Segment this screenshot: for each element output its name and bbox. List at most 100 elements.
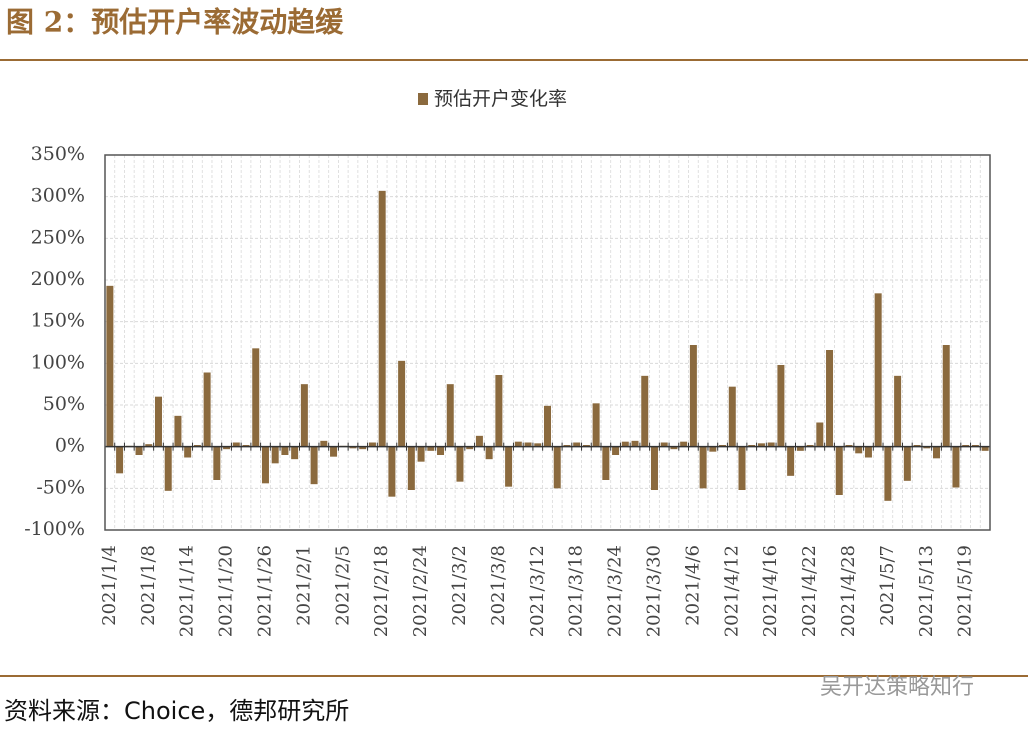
x-tick-label: 2021/4/22 — [799, 545, 820, 637]
x-tick-label: 2021/4/12 — [721, 545, 742, 637]
bar — [106, 285, 114, 447]
x-tick-label: 2021/1/14 — [177, 545, 198, 637]
y-tick-label: 300% — [31, 185, 85, 207]
bar — [261, 446, 269, 484]
y-tick-label: -100% — [24, 518, 85, 540]
bar — [300, 384, 308, 447]
bar — [407, 446, 415, 490]
bar — [475, 435, 483, 447]
bar — [232, 442, 240, 447]
figure-title: 图 2：预估开户率波动趋缓 — [6, 6, 344, 39]
bar — [378, 190, 386, 447]
bar — [670, 446, 678, 450]
y-tick-label: 150% — [31, 310, 85, 332]
bar — [164, 446, 172, 491]
bar — [757, 443, 765, 447]
bar — [709, 446, 717, 452]
y-tick-label: 100% — [31, 351, 85, 373]
x-tick-label: 2021/3/24 — [605, 545, 626, 637]
x-tick-label: 2021/5/19 — [955, 545, 976, 637]
x-tick-label: 2021/1/26 — [254, 545, 275, 637]
bar — [573, 442, 581, 447]
bar — [398, 360, 406, 447]
bar — [816, 422, 824, 447]
x-tick-label: 2021/3/30 — [643, 545, 664, 637]
x-tick-label: 2021/4/28 — [838, 545, 859, 637]
bar — [582, 445, 590, 447]
bar — [748, 445, 756, 447]
x-tick-label: 2021/1/20 — [216, 545, 237, 637]
y-tick-label: 250% — [31, 226, 85, 248]
bar — [281, 446, 289, 455]
bar — [641, 375, 649, 447]
bar — [466, 446, 474, 450]
bar — [903, 446, 911, 481]
bar — [660, 442, 668, 447]
x-tick-label: 2021/4/16 — [760, 545, 781, 637]
bar — [203, 372, 211, 447]
bar — [845, 445, 853, 447]
bar — [981, 446, 989, 451]
bar — [437, 446, 445, 455]
bar — [359, 446, 367, 450]
bar — [514, 441, 522, 447]
bar — [543, 405, 552, 447]
bar — [174, 415, 182, 447]
x-tick-label: 2021/4/6 — [682, 545, 703, 626]
bar — [962, 445, 970, 447]
bar — [952, 446, 960, 488]
bar — [223, 446, 231, 450]
bar — [320, 440, 328, 447]
y-tick-label: 0% — [55, 435, 85, 457]
x-tick-label: 2021/2/5 — [332, 545, 353, 626]
bar — [563, 445, 571, 447]
bar — [621, 441, 629, 447]
bar — [417, 446, 425, 462]
bar — [806, 445, 814, 447]
bar — [330, 446, 338, 457]
bar — [602, 446, 610, 480]
bar — [368, 442, 376, 447]
bar — [427, 446, 435, 451]
bar — [456, 446, 464, 482]
y-tick-label: 350% — [31, 143, 85, 165]
legend-label: 预估开户变化率 — [434, 88, 567, 110]
bar — [154, 396, 162, 447]
bar — [495, 375, 503, 447]
bar — [213, 446, 221, 480]
x-tick-label: 2021/5/13 — [916, 545, 937, 637]
bar — [971, 445, 979, 447]
bar — [349, 446, 357, 449]
bar — [291, 446, 299, 460]
bar — [913, 445, 921, 447]
bar — [534, 443, 542, 447]
bar — [485, 446, 493, 460]
x-tick-label: 2021/3/18 — [566, 545, 587, 637]
bar — [689, 345, 697, 447]
bar — [894, 375, 902, 447]
bar — [612, 446, 620, 455]
x-tick-label: 2021/1/8 — [138, 545, 159, 626]
bar — [855, 446, 863, 454]
bar — [884, 446, 892, 501]
x-tick-label: 2021/2/24 — [410, 545, 431, 637]
bar — [242, 445, 250, 447]
bar — [193, 445, 201, 447]
bar — [933, 446, 941, 459]
bar — [145, 444, 153, 447]
bar — [942, 345, 950, 447]
bar — [923, 446, 931, 449]
legend-swatch — [418, 93, 428, 105]
bar — [116, 446, 124, 474]
bar — [767, 442, 775, 447]
x-tick-label: 2021/5/7 — [877, 545, 898, 626]
bar — [553, 446, 561, 489]
bar — [505, 446, 513, 487]
bar — [699, 446, 707, 489]
x-tick-label: 2021/3/2 — [449, 545, 470, 626]
bar — [680, 441, 688, 447]
bar — [388, 446, 396, 497]
bar — [728, 386, 736, 447]
bar — [650, 446, 658, 490]
